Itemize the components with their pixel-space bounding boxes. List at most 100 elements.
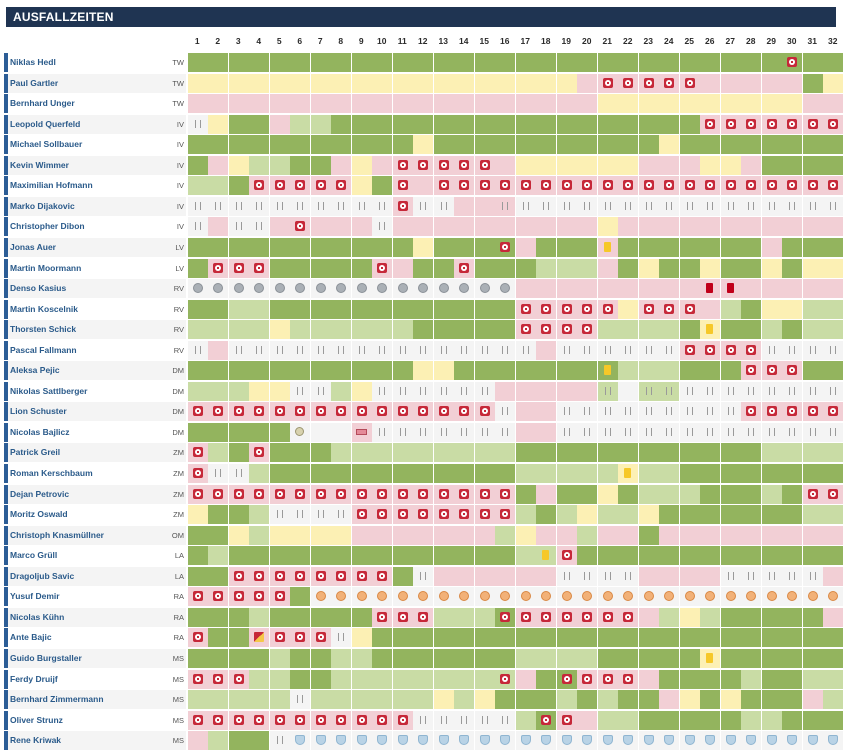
day-cell[interactable] (454, 73, 474, 93)
day-cell[interactable] (782, 94, 802, 114)
day-cell[interactable] (372, 525, 392, 545)
day-cell[interactable] (741, 320, 761, 340)
player-name-link[interactable]: Leopold Querfeld (10, 118, 81, 129)
day-cell[interactable] (228, 94, 249, 114)
day-cell[interactable] (290, 237, 310, 257)
day-cell[interactable] (700, 381, 720, 401)
day-cell[interactable] (700, 484, 720, 504)
day-cell[interactable] (515, 176, 536, 196)
day-cell[interactable] (474, 690, 495, 710)
day-cell[interactable] (392, 525, 413, 545)
day-cell[interactable] (351, 320, 372, 340)
day-cell[interactable] (474, 176, 495, 196)
day-cell[interactable] (823, 155, 843, 175)
day-cell[interactable] (187, 402, 208, 422)
day-cell[interactable] (638, 155, 659, 175)
day-cell[interactable] (618, 299, 638, 319)
day-cell[interactable] (597, 299, 618, 319)
day-cell[interactable] (577, 587, 597, 607)
day-cell[interactable] (515, 505, 536, 525)
day-cell[interactable] (761, 669, 782, 689)
day-cell[interactable] (618, 443, 638, 463)
day-cell[interactable] (782, 237, 802, 257)
day-cell[interactable] (761, 402, 782, 422)
day-cell[interactable] (310, 669, 331, 689)
day-cell[interactable] (413, 53, 433, 72)
day-cell[interactable] (536, 607, 556, 627)
day-cell[interactable] (536, 299, 556, 319)
day-cell[interactable] (351, 525, 372, 545)
day-cell[interactable] (372, 320, 392, 340)
day-cell[interactable] (413, 73, 433, 93)
day-cell[interactable] (495, 607, 515, 627)
day-cell[interactable] (577, 443, 597, 463)
day-cell[interactable] (433, 505, 454, 525)
day-cell[interactable] (495, 155, 515, 175)
day-cell[interactable] (228, 361, 249, 381)
day-cell[interactable] (454, 176, 474, 196)
day-cell[interactable] (720, 607, 741, 627)
day-cell[interactable] (515, 258, 536, 278)
day-cell[interactable] (720, 443, 741, 463)
day-cell[interactable] (290, 648, 310, 668)
day-cell[interactable] (720, 176, 741, 196)
day-cell[interactable] (495, 628, 515, 648)
day-cell[interactable] (597, 217, 618, 237)
day-cell[interactable] (761, 217, 782, 237)
day-cell[interactable] (331, 340, 351, 360)
day-cell[interactable] (782, 669, 802, 689)
day-cell[interactable] (249, 320, 269, 340)
day-cell[interactable] (741, 607, 761, 627)
day-cell[interactable] (700, 279, 720, 299)
day-cell[interactable] (474, 710, 495, 730)
day-cell[interactable] (597, 135, 618, 155)
day-cell[interactable] (782, 114, 802, 134)
day-cell[interactable] (597, 320, 618, 340)
day-cell[interactable] (474, 135, 495, 155)
day-cell[interactable] (515, 320, 536, 340)
day-cell[interactable] (495, 237, 515, 257)
day-cell[interactable] (618, 546, 638, 566)
player-name-link[interactable]: Paul Gartler (10, 77, 59, 88)
day-cell[interactable] (249, 258, 269, 278)
day-cell[interactable] (290, 176, 310, 196)
day-cell[interactable] (741, 279, 761, 299)
day-cell[interactable] (474, 237, 495, 257)
day-cell[interactable] (679, 669, 700, 689)
day-cell[interactable] (331, 196, 351, 216)
day-cell[interactable] (351, 484, 372, 504)
day-cell[interactable] (515, 669, 536, 689)
day-cell[interactable] (618, 607, 638, 627)
day-cell[interactable] (474, 73, 495, 93)
day-cell[interactable] (433, 402, 454, 422)
day-cell[interactable] (269, 607, 290, 627)
day-cell[interactable] (331, 566, 351, 586)
day-cell[interactable] (228, 484, 249, 504)
day-cell[interactable] (802, 114, 823, 134)
day-cell[interactable] (638, 607, 659, 627)
day-cell[interactable] (659, 340, 679, 360)
day-cell[interactable] (761, 587, 782, 607)
day-cell[interactable] (823, 135, 843, 155)
day-cell[interactable] (413, 340, 433, 360)
day-cell[interactable] (659, 422, 679, 442)
day-cell[interactable] (269, 710, 290, 730)
day-cell[interactable] (823, 628, 843, 648)
day-cell[interactable] (372, 443, 392, 463)
day-cell[interactable] (782, 299, 802, 319)
player-name-link[interactable]: Maximilian Hofmann (10, 180, 93, 191)
day-cell[interactable] (433, 361, 454, 381)
day-cell[interactable] (577, 628, 597, 648)
day-cell[interactable] (823, 279, 843, 299)
day-cell[interactable] (556, 135, 577, 155)
day-cell[interactable] (720, 279, 741, 299)
day-cell[interactable] (392, 320, 413, 340)
day-cell[interactable] (433, 217, 454, 237)
day-cell[interactable] (741, 505, 761, 525)
day-cell[interactable] (679, 94, 700, 114)
day-cell[interactable] (597, 669, 618, 689)
day-cell[interactable] (679, 53, 700, 72)
day-cell[interactable] (495, 690, 515, 710)
day-cell[interactable] (392, 279, 413, 299)
day-cell[interactable] (413, 155, 433, 175)
